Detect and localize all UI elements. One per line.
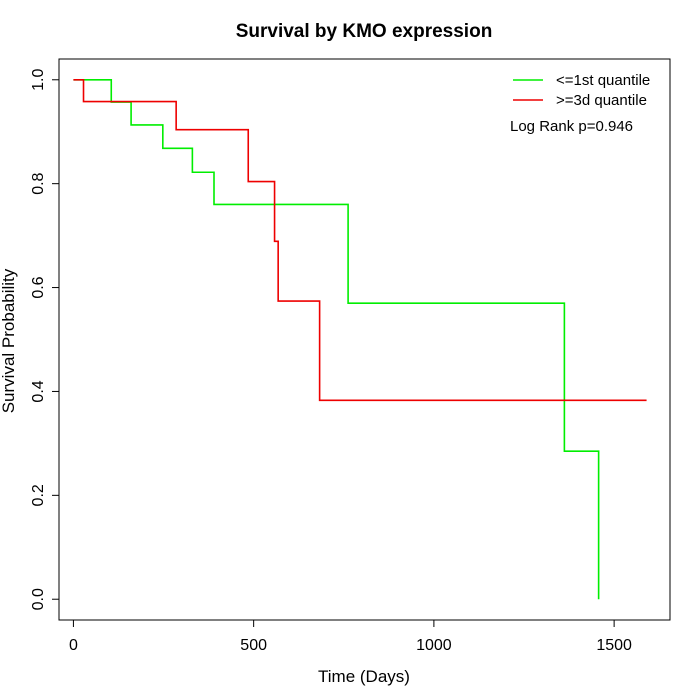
plot-frame xyxy=(58,58,671,621)
legend: <=1st quantile >=3d quantile xyxy=(513,72,650,109)
y-tick-label: 0.8 xyxy=(30,172,47,194)
y-tick-label: 0.2 xyxy=(30,484,47,506)
x-tick-label: 500 xyxy=(240,637,267,654)
x-tick-label: 1000 xyxy=(416,637,452,654)
x-axis: 0 500 1000 1500 xyxy=(69,619,632,654)
y-tick-label: 0.6 xyxy=(30,276,47,298)
chart-title: Survival by KMO expression xyxy=(236,21,493,42)
y-tick-label: 0.0 xyxy=(30,588,47,610)
y-axis-label: Survival Probability xyxy=(0,268,18,413)
series-line-high xyxy=(73,78,647,402)
y-axis: 0.0 0.2 0.4 0.6 0.8 1.0 xyxy=(30,69,60,610)
log-rank-annotation: Log Rank p=0.946 xyxy=(510,118,633,135)
x-tick-label: 1500 xyxy=(596,637,632,654)
x-tick-label: 0 xyxy=(69,637,78,654)
x-axis-label: Time (Days) xyxy=(318,667,410,686)
series-line-low xyxy=(73,78,600,600)
legend-label-high: >=3d quantile xyxy=(556,92,647,109)
legend-label-low: <=1st quantile xyxy=(556,72,650,89)
y-tick-label: 0.4 xyxy=(30,380,47,402)
series-layer xyxy=(73,78,647,600)
y-tick-label: 1.0 xyxy=(30,69,47,91)
